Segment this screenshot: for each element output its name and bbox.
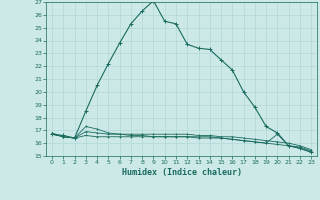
- X-axis label: Humidex (Indice chaleur): Humidex (Indice chaleur): [122, 168, 242, 177]
